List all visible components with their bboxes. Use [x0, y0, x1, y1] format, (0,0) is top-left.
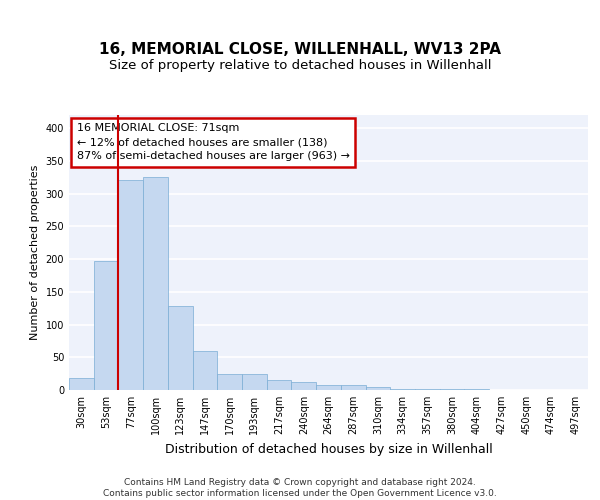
Bar [292, 382, 316, 390]
Bar [341, 386, 365, 390]
Bar [94, 261, 118, 390]
X-axis label: Distribution of detached houses by size in Willenhall: Distribution of detached houses by size … [164, 442, 493, 456]
Text: 16, MEMORIAL CLOSE, WILLENHALL, WV13 2PA: 16, MEMORIAL CLOSE, WILLENHALL, WV13 2PA [99, 42, 501, 58]
Bar [365, 388, 390, 390]
Bar [118, 180, 143, 390]
Bar [390, 388, 415, 390]
Text: 16 MEMORIAL CLOSE: 71sqm
← 12% of detached houses are smaller (138)
87% of semi-: 16 MEMORIAL CLOSE: 71sqm ← 12% of detach… [77, 123, 350, 161]
Y-axis label: Number of detached properties: Number of detached properties [30, 165, 40, 340]
Bar [316, 385, 341, 390]
Bar [168, 306, 193, 390]
Bar [193, 350, 217, 390]
Bar [69, 378, 94, 390]
Text: Contains HM Land Registry data © Crown copyright and database right 2024.
Contai: Contains HM Land Registry data © Crown c… [103, 478, 497, 498]
Bar [143, 177, 168, 390]
Bar [267, 380, 292, 390]
Bar [242, 374, 267, 390]
Bar [415, 388, 440, 390]
Bar [217, 374, 242, 390]
Text: Size of property relative to detached houses in Willenhall: Size of property relative to detached ho… [109, 60, 491, 72]
